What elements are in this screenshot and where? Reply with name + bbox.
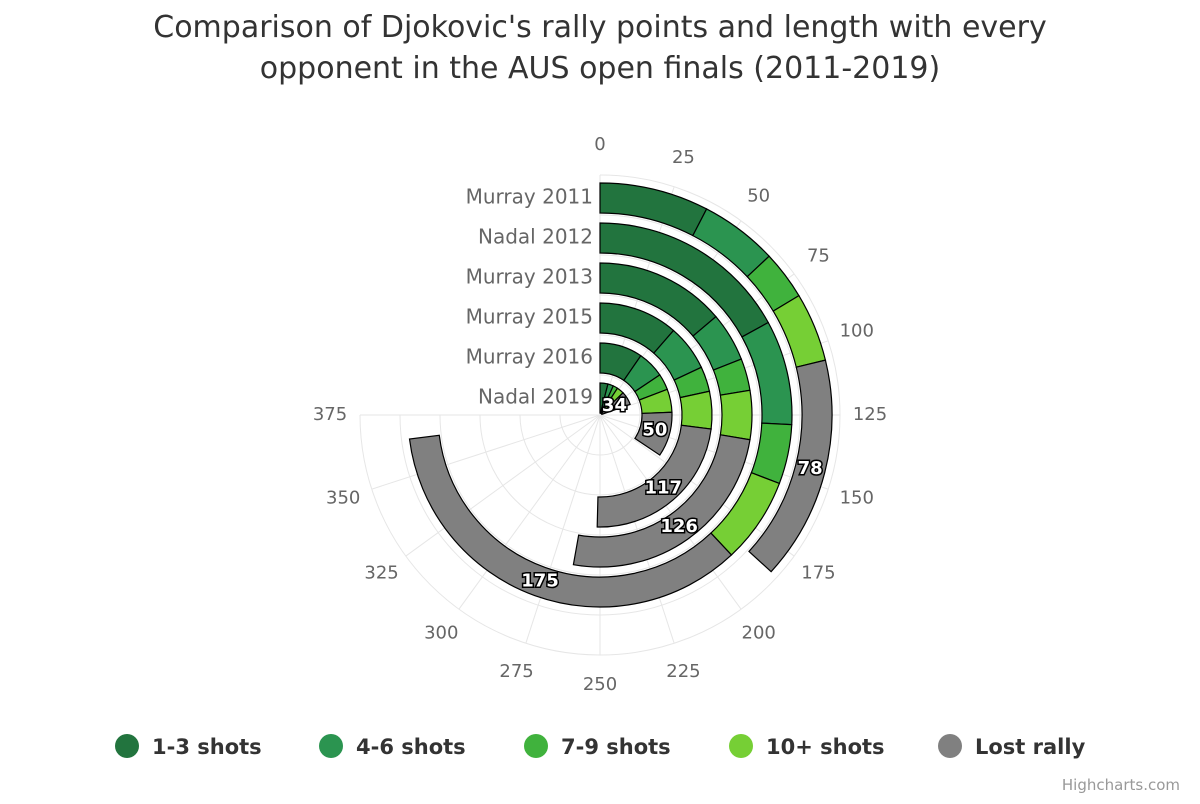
legend-label: Lost rally [975,735,1086,759]
bar-segment [750,422,793,485]
legend-label: 7-9 shots [561,735,671,759]
bar-segment [679,390,713,430]
grid-arc [559,374,641,456]
y-tick-label: 350 [326,487,360,508]
credits: Highcharts.com [1062,776,1180,794]
y-tick-label: 25 [672,147,695,168]
y-tick-label: 175 [801,563,835,584]
bar-segment [408,434,733,608]
legend-marker [115,734,139,758]
data-label: 34 [602,395,627,416]
data-label: 175 [521,571,559,592]
category-label: Murray 2011 [466,185,593,209]
data-label: 126 [660,516,698,537]
grid-line [599,414,795,557]
grid-line [371,414,601,490]
bar-segment [600,391,631,416]
grid-line [525,414,601,644]
category-label: Nadal 2019 [478,385,593,409]
y-tick-label: 100 [840,321,874,342]
y-tick-label: 325 [364,563,398,584]
bar-segment [719,389,753,441]
y-tick-label: 50 [747,186,770,207]
bar-segment [572,434,751,568]
grid-line [599,414,829,490]
y-tick-label: 250 [583,674,617,695]
legend-marker [938,734,962,758]
legend-marker [319,734,343,758]
grid-arc [399,214,801,616]
grid-arc [359,174,841,656]
legend-marker [729,734,753,758]
grid-line [599,340,829,416]
grid-line [599,414,742,610]
category-label: Murray 2016 [466,345,593,369]
y-tick-label: 375 [313,404,347,425]
y-tick-label: 75 [807,245,830,266]
y-tick-label: 200 [742,622,776,643]
grid-line [405,414,601,557]
category-label: Nadal 2012 [478,225,593,249]
legend-label: 1-3 shots [152,735,262,759]
y-tick-label: 275 [499,661,533,682]
y-tick-label: 225 [666,661,700,682]
y-tick-label: 300 [424,622,458,643]
chart-title: opponent in the AUS open finals (2011-20… [260,51,940,86]
grid-line [599,186,675,416]
category-label: Murray 2015 [466,305,593,329]
grid-line [599,414,675,644]
data-label: 50 [642,420,667,441]
y-tick-label: 150 [840,487,874,508]
grid-arc [519,334,681,496]
y-tick-label: 125 [853,404,887,425]
category-label: Murray 2013 [466,265,593,289]
grid-arc [439,254,761,576]
grid-line [599,273,795,416]
data-label: 117 [644,478,682,499]
legend-marker [524,734,548,758]
bar-segment [634,411,673,456]
legend-label: 10+ shots [766,735,885,759]
grid-arc [479,294,721,536]
chart-title: Comparison of Djokovic's rally points an… [153,10,1046,45]
legend-label: 4-6 shots [356,735,466,759]
y-tick-label: 0 [594,134,605,155]
grid-line [458,414,601,610]
data-label: 78 [798,458,823,479]
bar-segment [596,424,712,528]
bar-segment [748,359,833,573]
grid-line [599,220,742,416]
